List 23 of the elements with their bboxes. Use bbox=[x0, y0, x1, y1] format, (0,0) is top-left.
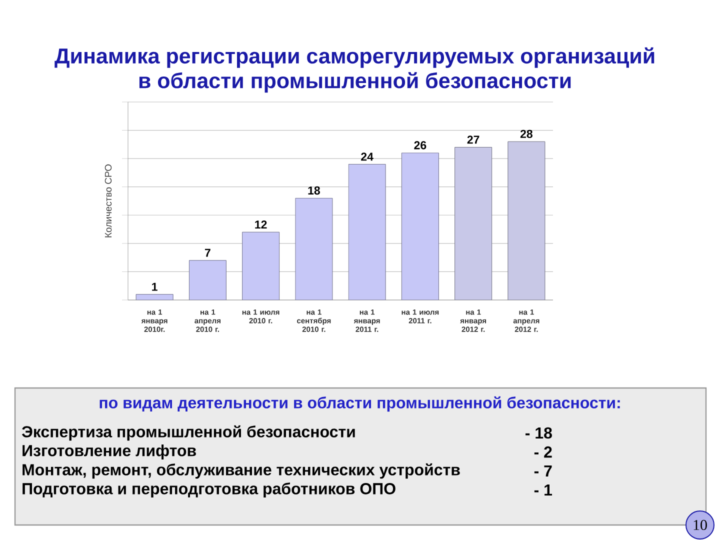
data-label: 7 bbox=[204, 248, 210, 257]
data-label: 24 bbox=[361, 152, 374, 161]
chart-title: Динамика регистрации саморегулируемых организаций в области промышленной безопасности bbox=[54, 47, 654, 93]
bar bbox=[348, 164, 386, 300]
text: 10 bbox=[694, 520, 707, 530]
y-axis-title: Количество СРО bbox=[104, 164, 112, 238]
text: Монтаж, ремонт, обслуживание технических устройств bbox=[22, 463, 460, 479]
data-label: 28 bbox=[520, 130, 532, 138]
text: по видам деятельности в области промышленной безопасности: bbox=[100, 396, 620, 412]
text: - 18 bbox=[526, 427, 552, 439]
text: Экспертиза промышленной безопасности bbox=[22, 425, 355, 441]
bar bbox=[295, 198, 333, 300]
data-label: 18 bbox=[308, 186, 320, 195]
text: - 7 bbox=[534, 465, 552, 476]
text: - 1 bbox=[534, 484, 552, 496]
text: Изготовление лифтов bbox=[22, 444, 196, 460]
data-label: 12 bbox=[255, 220, 267, 229]
data-label: 26 bbox=[414, 141, 426, 150]
text: - 2 bbox=[534, 446, 552, 458]
data-label: 27 bbox=[467, 136, 480, 144]
bar bbox=[188, 260, 226, 300]
text: Подготовка и переподготовка работников ОПО bbox=[22, 482, 396, 498]
data-label: 1 bbox=[152, 282, 158, 291]
